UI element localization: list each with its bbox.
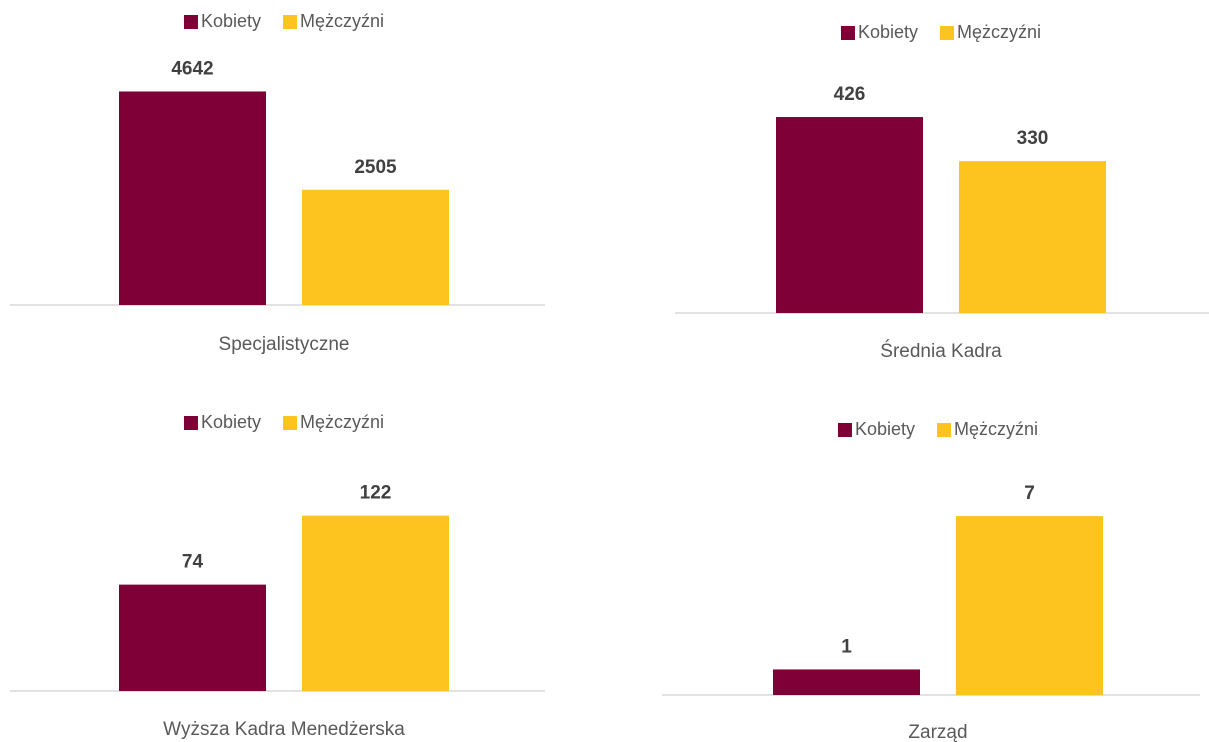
value-label: 74 <box>182 552 204 573</box>
legend: Kobiety Mężczyźni <box>183 412 384 432</box>
legend-swatch <box>283 15 298 29</box>
legend: Kobiety Mężczyźni <box>840 22 1041 42</box>
legend-swatch <box>283 416 298 430</box>
value-label: 2505 <box>354 157 397 178</box>
bar <box>119 584 266 691</box>
value-label: 1 <box>841 636 852 657</box>
value-label: 426 <box>834 84 866 105</box>
legend-label: Kobiety <box>201 11 261 31</box>
legend-label: Kobiety <box>855 419 915 439</box>
legend-swatch <box>183 416 198 430</box>
legend-label: Mężczyźni <box>300 11 384 31</box>
chart: Kobiety Mężczyźni Średnia Kadra 426 330 <box>675 22 1209 362</box>
bar <box>959 161 1106 313</box>
bar <box>302 189 449 305</box>
legend-swatch <box>183 15 198 29</box>
legend: Kobiety Mężczyźni <box>183 11 384 31</box>
legend: Kobiety Mężczyźni <box>837 419 1038 439</box>
category-label: Specjalistyczne <box>219 334 350 355</box>
legend-label: Mężczyźni <box>957 22 1041 42</box>
legend-swatch <box>940 26 955 40</box>
category-label: Średnia Kadra <box>880 340 1002 362</box>
bar <box>776 117 923 313</box>
bar <box>302 515 449 691</box>
value-label: 122 <box>360 483 392 504</box>
legend-label: Kobiety <box>201 412 261 432</box>
chart: Kobiety Mężczyźni Wyższa Kadra Menedżerska… <box>10 412 545 740</box>
value-label: 330 <box>1017 128 1049 149</box>
category-label: Wyższa Kadra Menedżerska <box>163 719 405 740</box>
legend-swatch <box>937 423 952 437</box>
legend-swatch <box>837 423 852 437</box>
chart: Kobiety Mężczyźni Specjalistyczne 4642 2505 <box>10 11 545 355</box>
bar <box>956 516 1103 695</box>
legend-label: Kobiety <box>858 22 918 42</box>
legend-label: Mężczyźni <box>954 419 1038 439</box>
value-label: 4642 <box>171 58 213 79</box>
bar <box>773 669 920 695</box>
category-label: Zarząd <box>908 722 967 742</box>
chart: Kobiety Mężczyźni Zarząd 1 7 <box>662 419 1200 742</box>
bar <box>119 91 266 305</box>
value-label: 7 <box>1024 483 1035 504</box>
legend-swatch <box>840 26 855 40</box>
legend-label: Mężczyźni <box>300 412 384 432</box>
